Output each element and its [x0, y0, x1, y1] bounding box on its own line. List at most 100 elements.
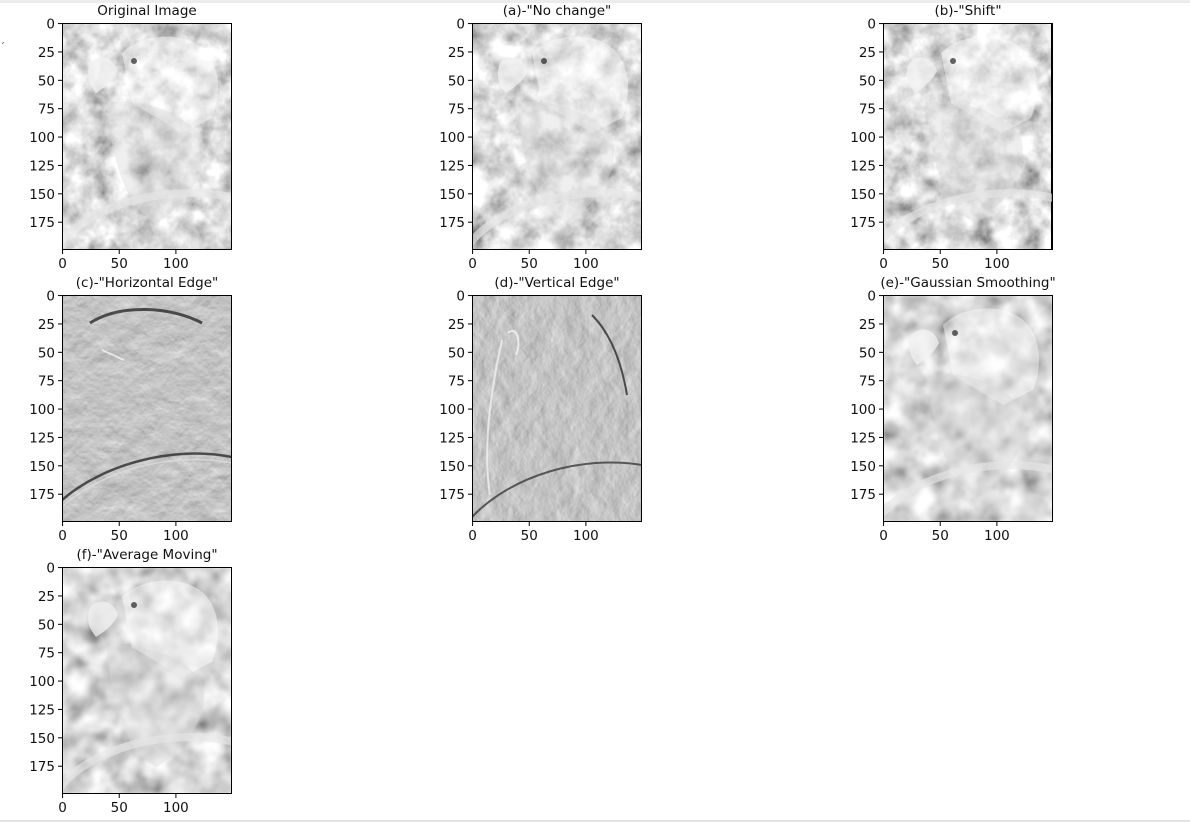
image-plot — [472, 23, 642, 250]
y-tick-label: 125 — [29, 158, 55, 174]
x-tick-label: 100 — [984, 256, 1010, 272]
image-texture — [62, 295, 232, 522]
y-tick-label: 175 — [29, 215, 55, 231]
axes-frame — [62, 567, 232, 794]
y-tick-label: 25 — [448, 317, 465, 333]
y-tick-label: 175 — [439, 215, 465, 231]
y-tick-label: 100 — [439, 402, 465, 418]
y-tick-label: 175 — [850, 487, 876, 503]
y-tick-label: 25 — [38, 45, 55, 61]
y-tick-label: 75 — [448, 374, 465, 390]
y-tick-label: 150 — [439, 459, 465, 475]
image-texture — [472, 23, 642, 250]
parrot-figure — [62, 580, 232, 790]
chart-title: (c)-"Horizontal Edge" — [76, 275, 218, 291]
image-plot — [62, 23, 232, 250]
y-tick-label: 100 — [439, 130, 465, 146]
chart-title: (a)-"No change" — [503, 3, 611, 19]
y-tick-label: 25 — [38, 317, 55, 333]
y-tick-label: 25 — [38, 589, 55, 605]
parrot-figure — [883, 36, 1053, 245]
y-tick-label: 75 — [38, 374, 55, 390]
image-texture — [62, 567, 232, 794]
image-texture — [472, 295, 642, 522]
image-plot — [883, 23, 1053, 250]
image-texture — [62, 23, 232, 250]
axes-frame — [62, 295, 232, 522]
chart-panel: (b)-"Shift" 0 25 50 75 100 125 150 175 0 50 100 — [850, 3, 1053, 272]
y-tick-label: 75 — [859, 374, 876, 390]
x-tick-label: 100 — [984, 528, 1010, 544]
y-tick-label: 175 — [29, 487, 55, 503]
axes-frame — [472, 295, 642, 522]
axes-frame — [472, 23, 642, 250]
x-tick-label: 100 — [573, 256, 599, 272]
chart-title: (e)-"Gaussian Smoothing" — [880, 275, 1055, 291]
chart-panel: (c)-"Horizontal Edge" 0 25 50 75 100 125 150 175… — [29, 275, 232, 544]
y-tick-label: 0 — [867, 289, 876, 305]
parrot-figure — [62, 36, 232, 246]
y-tick-label: 100 — [29, 402, 55, 418]
window-top-rule — [0, 0, 1190, 3]
chart-title: (b)-"Shift" — [934, 3, 1001, 19]
chart-panel: (d)-"Vertical Edge" 0 25 50 75 100 125 150 175 0 5… — [439, 275, 642, 544]
x-tick-label: 50 — [111, 528, 128, 544]
x-tick-label: 100 — [163, 528, 189, 544]
y-tick-label: 50 — [448, 73, 465, 89]
y-tick-label: 150 — [850, 187, 876, 203]
y-tick-label: 50 — [38, 73, 55, 89]
chart-title: Original Image — [97, 3, 196, 19]
y-tick-label: 125 — [29, 430, 55, 446]
y-tick-label: 150 — [29, 459, 55, 475]
y-tick-label: 100 — [29, 674, 55, 690]
y-tick-label: 50 — [859, 73, 876, 89]
x-tick-label: 0 — [468, 256, 477, 272]
chart-title: (f)-"Average Moving" — [76, 547, 217, 563]
image-texture — [883, 23, 1053, 250]
x-tick-label: 0 — [58, 256, 67, 272]
y-tick-label: 150 — [29, 731, 55, 747]
y-tick-label: 75 — [859, 102, 876, 118]
x-tick-label: 0 — [879, 528, 888, 544]
x-tick-label: 100 — [573, 528, 599, 544]
y-tick-label: 25 — [448, 45, 465, 61]
y-tick-label: 0 — [867, 17, 876, 33]
y-tick-label: 25 — [859, 317, 876, 333]
y-tick-label: 150 — [850, 459, 876, 475]
y-tick-label: 150 — [29, 187, 55, 203]
y-tick-label: 150 — [439, 187, 465, 203]
y-tick-label: 0 — [46, 289, 55, 305]
y-tick-label: 25 — [859, 45, 876, 61]
x-tick-label: 50 — [932, 528, 949, 544]
image-plot — [883, 295, 1053, 522]
axes-frame — [62, 23, 232, 250]
chart-panel: (a)-"No change" 0 25 50 75 100 125 150 175 0 50 100 — [439, 3, 642, 272]
chart-panel: (f)-"Average Moving" 0 25 50 75 100 125 150 175 0… — [29, 547, 232, 816]
x-tick-label: 50 — [521, 256, 538, 272]
y-tick-label: 175 — [850, 215, 876, 231]
x-tick-label: 50 — [521, 528, 538, 544]
x-tick-label: 0 — [58, 800, 67, 816]
y-tick-label: 75 — [38, 102, 55, 118]
image-plot — [472, 295, 642, 522]
y-tick-label: 125 — [29, 702, 55, 718]
x-tick-label: 50 — [111, 256, 128, 272]
y-tick-label: 0 — [46, 561, 55, 577]
x-tick-label: 0 — [879, 256, 888, 272]
y-tick-label: 100 — [850, 402, 876, 418]
parrot-figure — [472, 36, 642, 246]
x-tick-label: 0 — [58, 528, 67, 544]
y-tick-label: 125 — [850, 430, 876, 446]
edge-tick-mark: ´ — [0, 42, 5, 53]
y-tick-label: 100 — [29, 130, 55, 146]
y-tick-label: 0 — [46, 17, 55, 33]
y-tick-label: 125 — [439, 158, 465, 174]
y-tick-label: 50 — [448, 345, 465, 361]
y-tick-label: 50 — [38, 345, 55, 361]
y-tick-label: 0 — [456, 289, 465, 305]
y-tick-label: 0 — [456, 17, 465, 33]
chart-panel: (e)-"Gaussian Smoothing"0255075100125150… — [850, 275, 1055, 544]
y-tick-label: 50 — [859, 345, 876, 361]
y-tick-label: 175 — [29, 759, 55, 775]
